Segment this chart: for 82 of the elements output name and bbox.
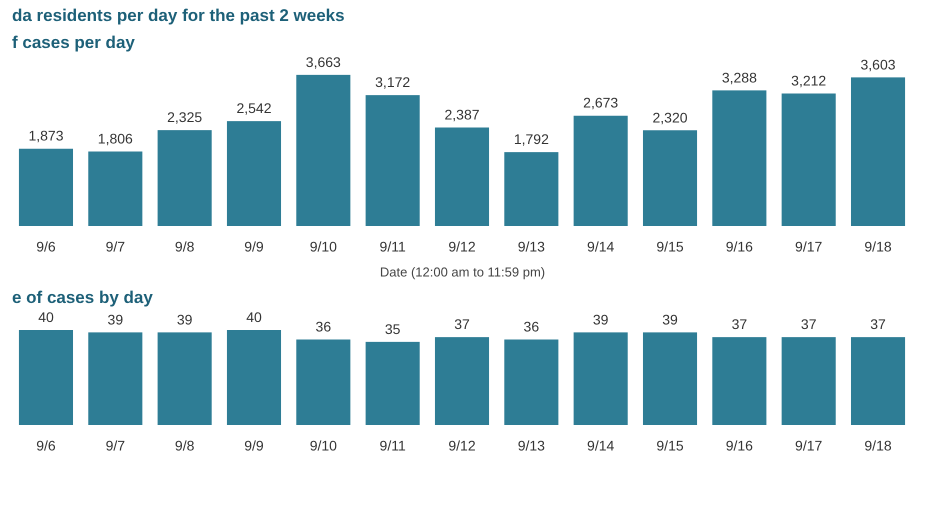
data-label: 36 (316, 318, 332, 334)
data-label: 37 (800, 316, 817, 332)
data-label: 2,673 (583, 94, 618, 111)
data-label: 39 (108, 311, 124, 328)
bar (642, 332, 698, 425)
bar (434, 337, 490, 425)
x-tick-label: 9/14 (587, 238, 615, 254)
x-tick-label: 9/18 (864, 438, 892, 454)
bar (158, 332, 212, 425)
bar (88, 332, 142, 425)
chart-title: e of cases by day (12, 288, 154, 307)
data-label: 2,387 (444, 106, 480, 123)
data-label: 37 (732, 316, 748, 332)
bar (574, 116, 628, 226)
bar (18, 148, 74, 226)
x-tick-label: 9/10 (310, 438, 338, 454)
data-label: 40 (246, 309, 262, 325)
x-tick-label: 9/7 (106, 238, 126, 254)
x-tick-label: 9/9 (244, 238, 264, 254)
bar (434, 128, 490, 226)
bar (712, 90, 766, 226)
bar (504, 340, 558, 425)
data-label: 37 (454, 316, 470, 332)
data-label: 36 (524, 318, 540, 334)
bar (158, 130, 212, 226)
data-label: 35 (384, 320, 401, 337)
data-label: 39 (592, 311, 609, 328)
chart-title: da residents per day for the past 2 weeks (12, 6, 345, 25)
x-axis-title: Date (12:00 am to 11:59 pm) (380, 264, 546, 280)
x-tick-label: 9/6 (36, 438, 56, 454)
bar (642, 130, 698, 226)
bar (296, 340, 350, 425)
x-tick-label: 9/9 (244, 438, 264, 454)
bar (782, 337, 836, 425)
x-tick-label: 9/13 (518, 438, 546, 454)
data-label: 39 (662, 311, 678, 328)
bar (88, 152, 142, 226)
bar (366, 95, 420, 226)
bar (712, 337, 766, 425)
x-tick-label: 9/11 (380, 238, 406, 254)
x-tick-label: 9/12 (448, 438, 476, 454)
bar (226, 330, 282, 425)
x-tick-label: 9/17 (795, 238, 823, 254)
data-label: 1,792 (514, 131, 550, 148)
x-tick-label: 9/8 (174, 238, 195, 254)
x-tick-label: 9/14 (587, 438, 615, 454)
x-tick-label: 9/7 (106, 438, 126, 454)
data-label: 2,542 (236, 100, 272, 116)
bar (296, 74, 350, 226)
x-tick-label: 9/12 (448, 238, 476, 254)
data-label: 3,172 (375, 74, 410, 90)
data-label: 3,212 (791, 72, 826, 89)
bar (366, 342, 420, 425)
data-label: 40 (38, 309, 54, 325)
data-label: 2,325 (167, 109, 202, 126)
x-tick-label: 9/11 (380, 438, 406, 454)
x-tick-label: 9/18 (864, 238, 892, 254)
data-label: 3,603 (860, 56, 896, 72)
data-label: 3,663 (306, 54, 342, 70)
x-tick-label: 9/15 (656, 438, 684, 454)
bar (850, 77, 906, 226)
bar (226, 121, 282, 226)
x-tick-label: 9/16 (726, 438, 754, 454)
bar (504, 152, 558, 226)
x-tick-label: 9/8 (174, 438, 195, 454)
data-label: 1,806 (98, 130, 134, 147)
bar (18, 330, 74, 425)
x-tick-label: 9/17 (795, 438, 823, 454)
bar (850, 337, 906, 425)
x-tick-label: 9/10 (310, 238, 338, 254)
chart-subtitle: f cases per day (12, 32, 136, 52)
bar (574, 332, 628, 425)
data-label: 1,873 (28, 128, 64, 144)
data-label: 39 (176, 311, 193, 328)
bar (782, 94, 836, 226)
data-label: 2,320 (652, 109, 688, 126)
x-tick-label: 9/13 (518, 238, 546, 254)
x-tick-label: 9/6 (36, 238, 56, 254)
x-tick-label: 9/16 (726, 238, 754, 254)
data-label: 3,288 (722, 69, 758, 86)
data-label: 37 (870, 316, 886, 332)
x-tick-label: 9/15 (656, 238, 684, 254)
